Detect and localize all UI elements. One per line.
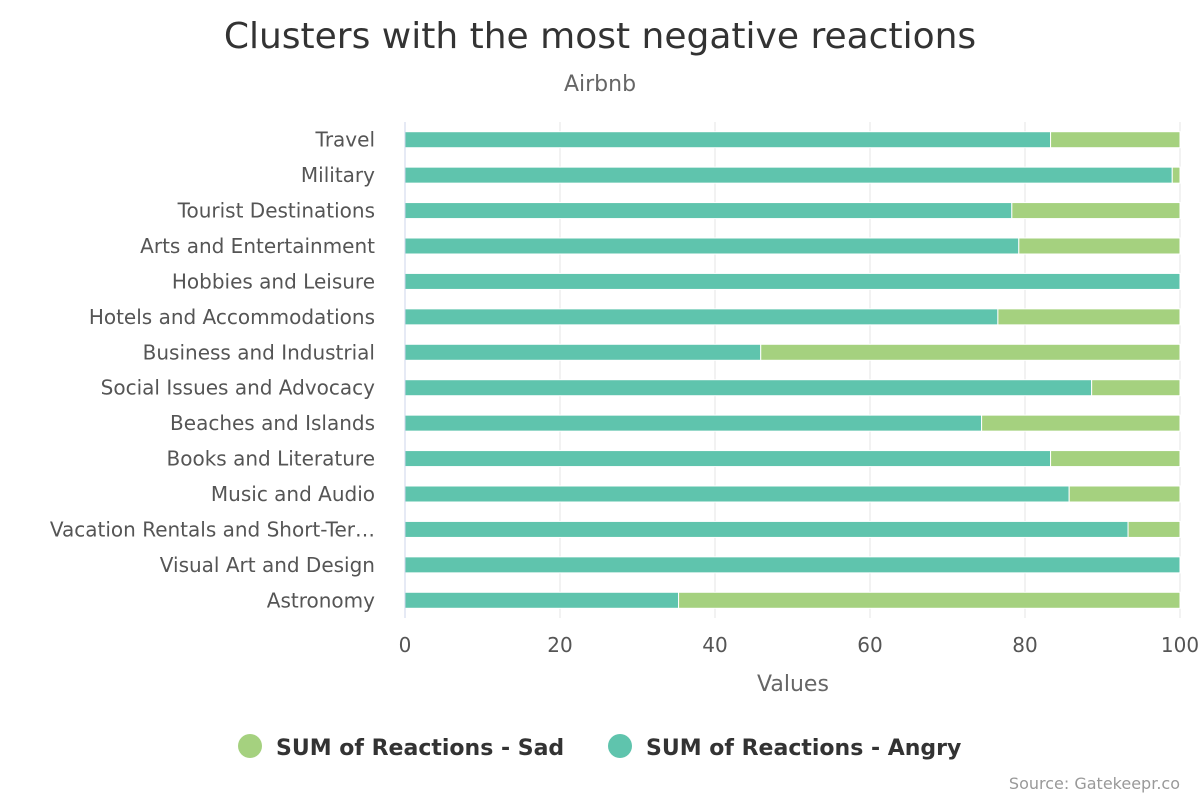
credits[interactable]: Source: Gatekeepr.co [1009,774,1180,793]
bar-angry[interactable] [404,131,1052,149]
category-label: Arts and Entertainment [140,234,375,258]
bar-angry[interactable] [404,485,1070,503]
bar-angry[interactable] [404,237,1020,255]
bar-angry[interactable] [404,166,1173,184]
bar-sad[interactable] [678,591,1181,609]
category-label: Hobbies and Leisure [172,269,375,293]
legend-label-angry: SUM of Reactions - Angry [646,736,961,761]
x-axis-title: Values [757,672,829,697]
category-label: Travel [315,128,375,152]
category-label: Visual Art and Design [160,553,375,577]
bar-sad[interactable] [1018,237,1181,255]
bar-angry[interactable] [404,379,1093,397]
x-tick-label: 0 [399,633,412,657]
category-label: Hotels and Accommodations [89,305,375,329]
bar-sad[interactable] [760,343,1181,361]
x-tick-label: 100 [1161,633,1199,657]
bar-sad[interactable] [1091,379,1181,397]
category-labels: Travel Military Tourist Destinations Arts a… [50,128,375,613]
bar-sad[interactable] [1011,202,1181,220]
legend: SUM of Reactions - Sad SUM of Reactions … [238,734,961,761]
category-label: Books and Literature [167,447,375,471]
gridlines [559,122,1181,618]
bar-sad[interactable] [1050,131,1181,149]
category-label: Vacation Rentals and Short-Ter… [50,517,375,541]
bar-sad[interactable] [1171,166,1181,184]
bar-angry[interactable] [404,202,1013,220]
category-label: Music and Audio [211,482,375,506]
bar-angry[interactable] [404,450,1052,468]
bar-angry[interactable] [404,308,999,326]
bar-angry[interactable] [404,556,1181,574]
bars [404,131,1181,609]
category-label: Social Issues and Advocacy [101,376,375,400]
bar-sad[interactable] [1127,520,1181,538]
bar-angry[interactable] [404,272,1181,290]
legend-marker-angry [608,734,632,758]
category-label: Astronomy [267,588,375,612]
category-label: Beaches and Islands [170,411,375,435]
bar-sad[interactable] [981,414,1181,432]
bar-sad[interactable] [997,308,1181,326]
x-tick-labels: 0 20 40 60 80 100 [399,633,1199,657]
legend-marker-sad [238,734,262,758]
x-tick-label: 80 [1012,633,1037,657]
bar-angry[interactable] [404,520,1129,538]
category-label: Business and Industrial [143,340,375,364]
bar-angry[interactable] [404,343,762,361]
x-tick-label: 60 [857,633,882,657]
x-tick-label: 40 [702,633,727,657]
category-label: Tourist Destinations [177,199,375,223]
category-label: Military [301,163,375,187]
bar-angry[interactable] [404,414,983,432]
chart-title: Clusters with the most negative reaction… [224,16,976,57]
legend-item-angry[interactable]: SUM of Reactions - Angry [608,734,961,761]
bar-sad[interactable] [1068,485,1181,503]
bar-angry[interactable] [404,591,680,609]
x-tick-label: 20 [547,633,572,657]
legend-item-sad[interactable]: SUM of Reactions - Sad [238,734,564,761]
legend-label-sad: SUM of Reactions - Sad [276,736,564,761]
bar-sad[interactable] [1050,450,1181,468]
chart-subtitle: Airbnb [564,72,636,97]
